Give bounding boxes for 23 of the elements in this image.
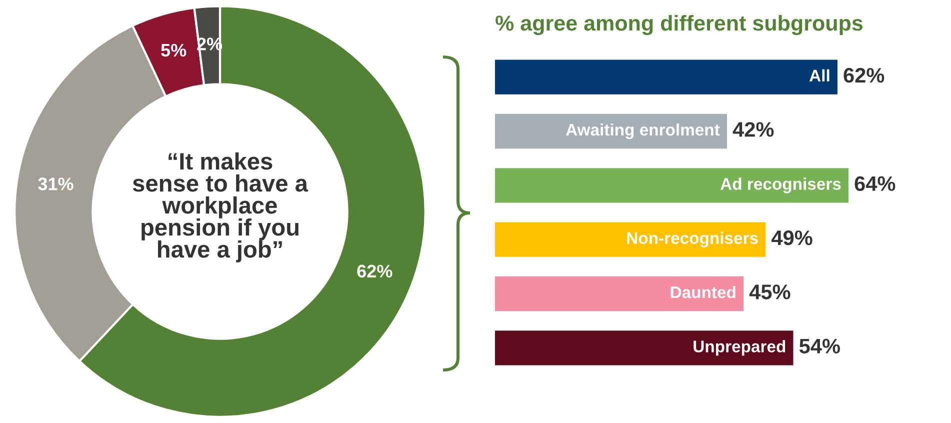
y-tick-label: Non-recognisers <box>627 232 758 248</box>
data-label: 42% <box>732 122 774 137</box>
data-label: 64% <box>854 176 896 192</box>
data-label: 54% <box>799 338 840 354</box>
y-tick-label: Ad recognisers <box>720 178 841 194</box>
data-label: 49% <box>772 230 812 246</box>
data-label: 62% <box>357 264 392 278</box>
data-label: 31% <box>38 178 74 190</box>
data-label: 62% <box>844 68 884 83</box>
y-tick-label: Unprepared <box>694 340 786 356</box>
bar <box>495 114 727 149</box>
text: “It makes sense to have a workplace pension if you have a job” <box>132 152 308 262</box>
bar <box>495 330 794 366</box>
data-label: 5% <box>161 44 186 57</box>
bar <box>495 168 848 203</box>
bar <box>495 222 766 257</box>
bar <box>495 60 838 94</box>
y-tick-label: All <box>809 69 830 82</box>
data-label: 45% <box>749 284 790 300</box>
y-tick-label: Daunted <box>670 286 736 298</box>
bar <box>495 276 744 312</box>
chart-title: % agree among different subgroups <box>496 14 863 36</box>
y-tick-label: Awaiting enrolment <box>566 123 720 140</box>
